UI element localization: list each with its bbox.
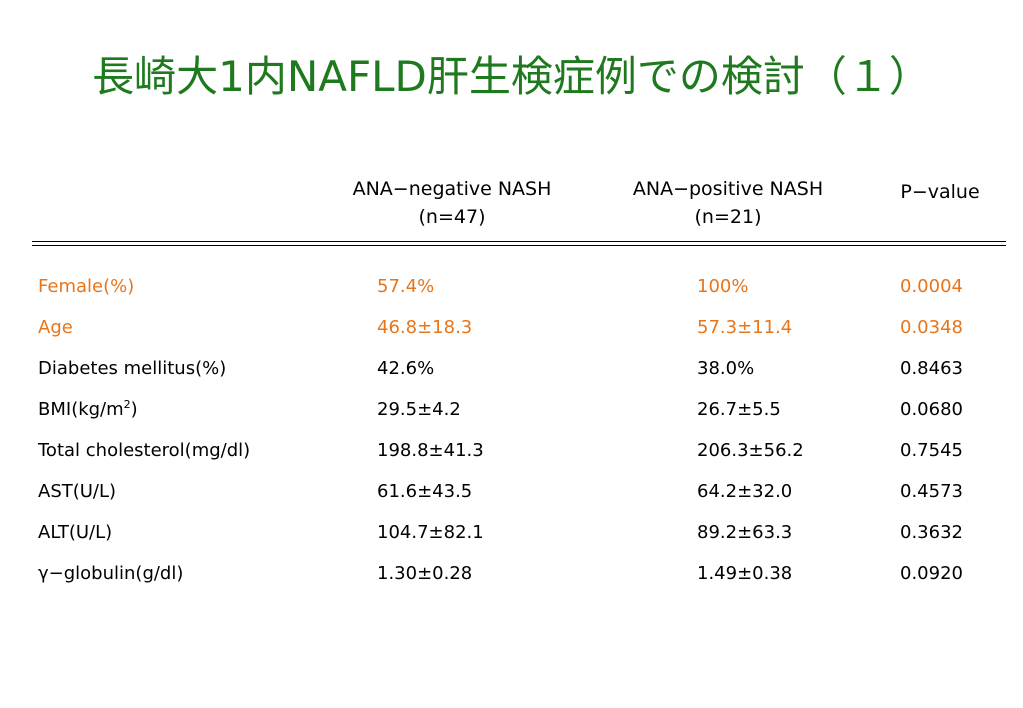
header-divider-bottom (32, 245, 1006, 246)
page-title: 長崎大1内NAFLD肝生検症例での検討（１） (92, 52, 931, 101)
cell-ana-negative: 42.6% (377, 358, 435, 379)
row-label: γ−globulin(g/dl) (38, 563, 184, 584)
cell-pvalue: 0.4573 (900, 481, 963, 502)
row-label: Age (38, 317, 73, 338)
cell-ana-negative: 57.4% (377, 276, 435, 297)
cell-pvalue: 0.7545 (900, 440, 963, 461)
cell-ana-positive: 38.0% (697, 358, 755, 379)
row-label: Female(%) (38, 276, 135, 297)
table-row: AST(U/L) 61.6±43.5 64.2±32.0 0.4573 (0, 475, 1023, 509)
cell-pvalue: 0.8463 (900, 358, 963, 379)
table-row: γ−globulin(g/dl) 1.30±0.28 1.49±0.38 0.0… (0, 557, 1023, 591)
cell-pvalue: 0.0004 (900, 276, 963, 297)
cell-ana-positive: 89.2±63.3 (697, 522, 793, 543)
table-row: Age 46.8±18.3 57.3±11.4 0.0348 (0, 311, 1023, 345)
table-row: Diabetes mellitus(%) 42.6% 38.0% 0.8463 (0, 352, 1023, 386)
cell-ana-negative: 1.30±0.28 (377, 563, 473, 584)
table-header-pvalue: P−value (880, 178, 1000, 206)
row-label: Total cholesterol(mg/dl) (38, 440, 251, 461)
cell-pvalue: 0.0348 (900, 317, 963, 338)
row-label-text: BMI(kg/m (38, 399, 124, 420)
table-row: BMI(kg/m2) 29.5±4.2 26.7±5.5 0.0680 (0, 393, 1023, 427)
cell-ana-positive: 206.3±56.2 (697, 440, 804, 461)
table-header-ana-negative: ANA−negative NASH (n=47) (332, 175, 572, 231)
header-ana-negative-n: (n=47) (418, 206, 486, 228)
cell-ana-positive: 100% (697, 276, 749, 297)
header-ana-positive-n: (n=21) (694, 206, 762, 228)
cell-ana-positive: 26.7±5.5 (697, 399, 781, 420)
header-divider-top (32, 241, 1006, 242)
table-header-ana-positive: ANA−positive NASH (n=21) (608, 175, 848, 231)
cell-ana-negative: 198.8±41.3 (377, 440, 484, 461)
row-label: AST(U/L) (38, 481, 117, 502)
row-label: ALT(U/L) (38, 522, 113, 543)
header-ana-negative-label: ANA−negative NASH (352, 178, 552, 200)
cell-ana-negative: 61.6±43.5 (377, 481, 473, 502)
row-label-tail: ) (130, 399, 138, 420)
header-pvalue-label: P−value (900, 181, 980, 203)
cell-pvalue: 0.3632 (900, 522, 963, 543)
cell-pvalue: 0.0920 (900, 563, 963, 584)
table-row: ALT(U/L) 104.7±82.1 89.2±63.3 0.3632 (0, 516, 1023, 550)
row-label: Diabetes mellitus(%) (38, 358, 227, 379)
cell-ana-negative: 29.5±4.2 (377, 399, 461, 420)
cell-ana-positive: 64.2±32.0 (697, 481, 793, 502)
header-ana-positive-label: ANA−positive NASH (632, 178, 824, 200)
cell-ana-positive: 57.3±11.4 (697, 317, 793, 338)
table-row: Total cholesterol(mg/dl) 198.8±41.3 206.… (0, 434, 1023, 468)
cell-ana-negative: 104.7±82.1 (377, 522, 484, 543)
table-row: Female(%) 57.4% 100% 0.0004 (0, 270, 1023, 304)
cell-pvalue: 0.0680 (900, 399, 963, 420)
row-label-superscript: 2 (123, 398, 131, 411)
row-label: BMI(kg/m2) (38, 393, 138, 427)
cell-ana-negative: 46.8±18.3 (377, 317, 473, 338)
cell-ana-positive: 1.49±0.38 (697, 563, 793, 584)
